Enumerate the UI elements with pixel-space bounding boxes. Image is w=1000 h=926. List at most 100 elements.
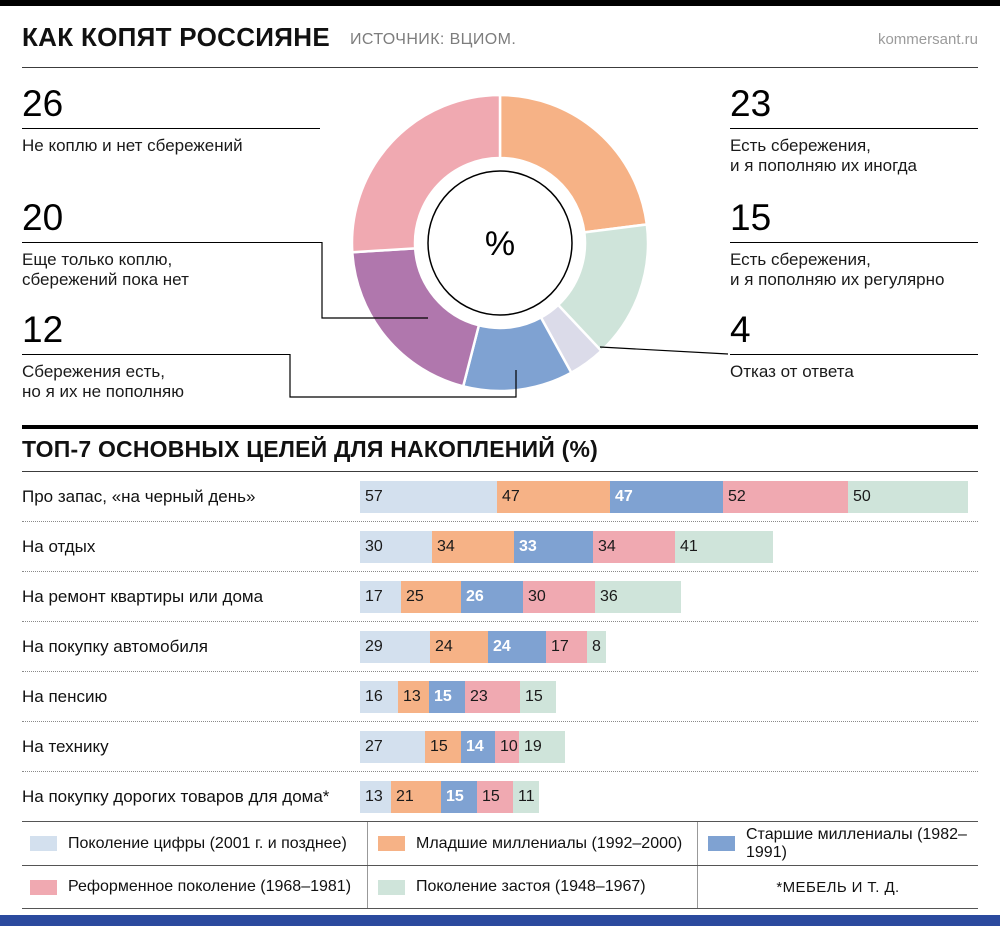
legend-item: Поколение цифры (2001 г. и позднее) [22, 822, 368, 865]
callout-label: Отказ от ответа [730, 362, 854, 381]
bar-row: На ремонт квартиры или дома 17 25 26 30 36 [22, 572, 978, 622]
donut-segment-15 [556, 223, 650, 353]
bar-segments: 13 21 15 15 11 [360, 781, 539, 813]
legend-swatch [378, 836, 405, 851]
callout-rule [730, 354, 978, 355]
bar-segment: 50 [848, 480, 968, 513]
bar-segment: 30 [360, 530, 432, 563]
callout-rule [730, 242, 978, 243]
bar-segment: 19 [519, 730, 565, 763]
callout-label: Еще только коплю, сбережений пока нет [22, 250, 189, 289]
bar-row-label: На отдых [22, 536, 96, 556]
bar-segments: 17 25 26 30 36 [360, 580, 681, 613]
top-rule [0, 0, 1000, 6]
callout-value: 4 [730, 309, 751, 350]
legend-label: Реформенное поколение (1968–1981) [68, 878, 352, 895]
bar-segment: 36 [595, 580, 681, 613]
donut-segment-12 [461, 315, 573, 393]
bar-segment: 13 [398, 680, 429, 713]
bar-segment: 11 [513, 781, 539, 813]
bar-row-label: На пенсию [22, 686, 108, 706]
callout-value: 20 [22, 197, 64, 238]
legend-label: Старшие миллениалы (1982–1991) [746, 825, 967, 861]
legend-label: Младшие миллениалы (1992–2000) [416, 834, 683, 852]
bar-segment: 15 [429, 680, 465, 713]
legend: Поколение цифры (2001 г. и позднее) Младш… [22, 821, 978, 909]
callout-replenish-regularly: 15 Есть сбережения, и я пополняю их регу… [730, 198, 978, 290]
callout-label: Есть сбережения, и я пополняю их иногда [730, 136, 917, 175]
callout-connector [599, 346, 729, 355]
legend-swatch [708, 836, 735, 851]
bar-row-label: На покупку дорогих товаров для дома* [22, 787, 330, 806]
bar-segment: 13 [360, 781, 391, 813]
bar-segment: 24 [430, 630, 488, 663]
bar-segment: 57 [360, 480, 497, 513]
legend-item: Поколение застоя (1948–1967) [368, 866, 698, 908]
legend-swatch [30, 879, 57, 895]
bar-segment: 17 [546, 630, 587, 663]
bar-segment: 23 [465, 680, 520, 713]
bar-segment: 52 [723, 480, 848, 513]
donut-segment-20 [350, 247, 481, 388]
legend-swatch [378, 879, 405, 895]
legend-footnote: *МЕБЕЛЬ И Т. Д. [698, 866, 978, 908]
bar-row: На отдых 30 34 33 34 41 [22, 522, 978, 572]
bar-segments: 27 15 14 10 19 [360, 730, 565, 763]
bar-segment: 21 [391, 781, 441, 813]
bar-segment: 30 [523, 580, 595, 613]
bar-row: Про запас, «на черный день» 57 47 47 52 50 [22, 472, 978, 522]
bar-segment: 47 [497, 480, 610, 513]
callout-refused: 4 Отказ от ответа [730, 310, 978, 382]
callout-rule [730, 128, 978, 129]
callout-rule [22, 242, 322, 243]
donut-segment-26 [350, 93, 502, 254]
bar-segment: 33 [514, 530, 593, 563]
bar-segment: 8 [587, 630, 606, 663]
donut-center-circle [427, 170, 573, 316]
callout-not-replenishing: 12 Сбережения есть, но я их не пополняю [22, 310, 290, 402]
bar-segment: 15 [520, 680, 556, 713]
page-title: КАК КОПЯТ РОССИЯНЕ [22, 22, 330, 52]
bar-row-label: На покупку автомобиля [22, 636, 208, 656]
callout-replenish-sometimes: 23 Есть сбережения, и я пополняю их иног… [730, 84, 978, 176]
bar-segment: 15 [441, 781, 477, 813]
legend-item: Младшие миллениалы (1992–2000) [368, 822, 698, 865]
bar-row: На пенсию 16 13 15 23 15 [22, 672, 978, 722]
callout-value: 26 [22, 83, 64, 124]
bar-segment: 47 [610, 480, 723, 513]
bar-segment: 34 [593, 530, 675, 563]
bar-row: На технику 27 15 14 10 19 [22, 722, 978, 772]
bar-segment: 25 [401, 580, 461, 613]
callout-only-saving: 20 Еще только коплю, сбережений пока нет [22, 198, 322, 290]
callout-label: Не коплю и нет сбережений [22, 136, 243, 155]
callout-label: Есть сбережения, и я пополняю их регуляр… [730, 250, 945, 289]
goals-title: ТОП-7 ОСНОВНЫХ ЦЕЛЕЙ ДЛЯ НАКОПЛЕНИЙ (%) [22, 436, 598, 462]
legend-label: Поколение цифры (2001 г. и позднее) [68, 834, 347, 852]
callout-value: 12 [22, 309, 64, 350]
bar-segment: 26 [461, 580, 523, 613]
bar-segment: 27 [360, 730, 425, 763]
donut-segment-4 [539, 303, 604, 375]
legend-row: Поколение цифры (2001 г. и позднее) Младш… [22, 821, 978, 865]
donut-center-label: % [485, 225, 515, 263]
bar-segments: 57 47 47 52 50 [360, 480, 968, 513]
site-link[interactable]: kommersant.ru [877, 31, 978, 48]
legend-item: Старшие миллениалы (1982–1991) [698, 822, 978, 865]
bar-row: На покупку дорогих товаров для дома* 13 21… [22, 772, 978, 822]
legend-label: *МЕБЕЛЬ И Т. Д. [776, 878, 900, 896]
donut-segment-23 [498, 93, 649, 234]
bar-segment: 24 [488, 630, 546, 663]
header-divider [22, 67, 978, 68]
bar-segment: 15 [425, 730, 461, 763]
legend-row: Реформенное поколение (1968–1981) Поколен… [22, 865, 978, 909]
footer-bar [0, 915, 1000, 926]
bar-segment: 34 [432, 530, 514, 563]
bar-segments: 30 34 33 34 41 [360, 530, 773, 563]
section-divider [22, 425, 978, 429]
bar-segment: 29 [360, 630, 430, 663]
goals-bar-chart: Про запас, «на черный день» 57 47 47 52 50 На … [22, 471, 978, 822]
callout-label: Сбережения есть, но я их не пополняю [22, 362, 184, 401]
callout-connector [289, 354, 517, 398]
bar-segment: 15 [477, 781, 513, 813]
